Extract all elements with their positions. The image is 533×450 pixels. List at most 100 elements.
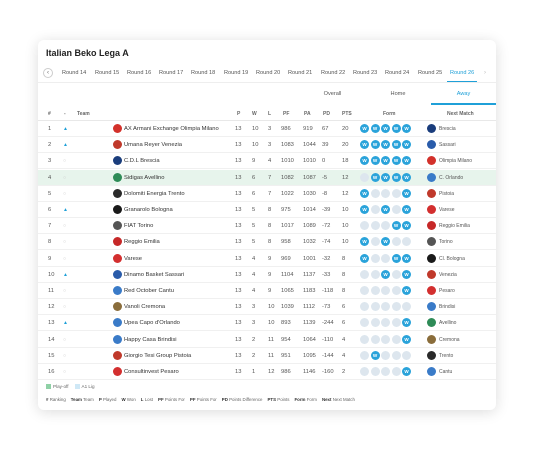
tab-overall[interactable]: Overall — [323, 91, 342, 97]
pa-cell: 1183 — [303, 288, 316, 294]
col-team[interactable]: Team — [77, 111, 90, 117]
team-name[interactable]: Dolomiti Energia Trento — [124, 190, 185, 197]
pf-cell: 986 — [281, 126, 291, 132]
team-name[interactable]: Vanoli Cremona — [124, 304, 166, 311]
tab-home[interactable]: Home — [390, 91, 406, 97]
table-row[interactable]: 14 13 2 11 954 1064 -110 4 ○ Happy Casa Brindisi L… — [38, 332, 496, 348]
form-win: W — [391, 253, 401, 263]
form-loss: L — [360, 172, 369, 182]
round-9[interactable]: Round 23 — [353, 70, 378, 76]
col-pts[interactable]: PTS — [342, 111, 352, 117]
next-team-logo-icon — [427, 172, 436, 182]
table-row[interactable]: 10 13 4 9 1104 1137 -33 8 ▲ Dinamo Basket Sassari… — [38, 267, 496, 283]
team-name[interactable]: Happy Casa Brindisi — [124, 336, 177, 343]
legend-label: A1 Lig — [81, 384, 95, 389]
table-row[interactable]: 7 13 5 8 1017 1089 -72 10 ○ FIAT Torino L L L W W Reggi… — [38, 218, 496, 235]
next-match[interactable]: Cremona — [439, 336, 460, 343]
table-row[interactable]: 1 13 10 3 986 919 67 20 ▲ AX Armani Exchange Olim… — [38, 121, 496, 137]
circle-icon: ○ — [63, 158, 67, 165]
team-logo-icon — [113, 156, 122, 166]
table-row[interactable]: 9 13 4 9 969 1001 -32 8 ○ Varese W L L W W Cl. Bologna — [38, 251, 496, 267]
pa-cell: 1146 — [303, 369, 316, 375]
table-row[interactable]: 12 13 3 10 1039 1112 -73 6 ○ Vanoli Cremona L L L L L B… — [38, 299, 496, 316]
pa-cell: 1139 — [303, 320, 316, 327]
team-name[interactable]: Consultinvest Pesaro — [124, 369, 179, 375]
next-match[interactable]: Cantu — [439, 369, 453, 375]
next-match[interactable]: C. Orlando — [439, 174, 464, 181]
round-12[interactable]: Round 26 — [450, 70, 475, 76]
abbreviation-desc: Team — [83, 397, 94, 402]
table-row[interactable]: 6 13 5 8 975 1014 -39 10 ▲ Granarolo Bologna W L W L W… — [38, 202, 496, 218]
chevron-right-icon[interactable]: › — [484, 70, 486, 76]
round-6[interactable]: Round 20 — [256, 70, 281, 76]
col-pa[interactable]: PA — [304, 111, 311, 117]
won-cell: 1 — [252, 369, 256, 375]
table-row[interactable]: 2 13 10 3 1083 1044 39 20 ▲ Umana Reyer Venezia W W… — [38, 137, 496, 154]
team-name[interactable]: Umana Reyer Venezia — [124, 142, 182, 149]
next-match[interactable]: Trento — [439, 352, 454, 359]
next-match[interactable]: Venezia — [439, 271, 457, 278]
venue-tabs: Overall Home Away — [300, 89, 496, 105]
next-match[interactable]: Torino — [439, 239, 453, 246]
next-match[interactable]: Pistoia — [439, 190, 455, 197]
team-name[interactable]: AX Armani Exchange Olimpia Milano — [124, 126, 219, 132]
next-match[interactable]: Avellino — [439, 320, 457, 327]
col-pd[interactable]: PD — [323, 111, 330, 117]
abbreviation-key: PF — [189, 397, 196, 402]
round-10[interactable]: Round 24 — [385, 70, 410, 76]
circle-icon: ○ — [63, 304, 67, 311]
form-win: W — [402, 253, 411, 263]
round-0[interactable]: Round 14 — [62, 70, 87, 76]
table-row[interactable]: 15 13 2 11 951 1095 -144 4 ○ Giorgio Tesi Group P… — [38, 348, 496, 364]
next-match[interactable]: Sassari — [439, 142, 456, 149]
team-name[interactable]: Upea Capo d'Orlando — [124, 320, 180, 327]
lost-cell: 10 — [268, 304, 275, 311]
col-pf[interactable]: PF — [283, 111, 290, 117]
col-w[interactable]: W — [252, 111, 257, 117]
form-loss: L — [370, 367, 380, 376]
table-row[interactable]: 3 13 9 4 1010 1010 0 18 ○ C.D.L Brescia W W W W W Olimp… — [38, 153, 496, 170]
team-name[interactable]: Giorgio Tesi Group Pistoia — [124, 352, 192, 359]
round-11[interactable]: Round 25 — [418, 70, 443, 76]
table-row[interactable]: 4 13 6 7 1082 1087 -5 12 ○ Sidigas Avellino L W W W W C… — [38, 169, 496, 186]
col-l[interactable]: L — [268, 111, 272, 117]
table-row[interactable]: 16 13 1 12 986 1146 -160 2 ○ Consultinvest Pesaro… — [38, 364, 496, 380]
team-name[interactable]: Reggio Emilia — [124, 239, 160, 246]
table-row[interactable]: 13 13 3 10 893 1139 -244 6 ▲ Upea Capo d'Orlando L… — [38, 315, 496, 332]
next-match[interactable]: Brescia — [439, 126, 456, 132]
form-loss: L — [370, 334, 380, 344]
round-1[interactable]: Round 15 — [95, 70, 120, 76]
round-5[interactable]: Round 19 — [224, 70, 249, 76]
abbreviation-desc: Ranking — [49, 397, 66, 402]
pf-cell: 1104 — [281, 271, 294, 278]
round-selector: ‹ › Round 14 Round 15 Round 16 Round 17 Roun… — [38, 66, 496, 83]
next-match[interactable]: Pesaro — [439, 288, 455, 294]
team-name[interactable]: FIAT Torino — [124, 223, 154, 230]
team-logo-icon — [113, 124, 122, 133]
table-row[interactable]: 11 13 4 9 1065 1183 -118 8 ○ Red October Cantu L L L… — [38, 283, 496, 299]
tab-away[interactable]: Away — [456, 91, 471, 97]
form-loss: L — [381, 367, 390, 376]
team-name[interactable]: Sidigas Avellino — [124, 174, 165, 181]
abbreviation-key: L — [140, 397, 144, 402]
round-3[interactable]: Round 17 — [159, 70, 184, 76]
next-match[interactable]: Olimpia Milano — [439, 158, 473, 165]
table-row[interactable]: 5 13 6 7 1022 1030 -8 12 ○ Dolomiti Energia Trent… — [38, 186, 496, 202]
next-match[interactable]: Cl. Bologna — [439, 255, 465, 262]
team-name[interactable]: Dinamo Basket Sassari — [124, 271, 185, 278]
round-4[interactable]: Round 18 — [191, 70, 216, 76]
chevron-left-icon[interactable]: ‹ — [43, 68, 53, 78]
table-row[interactable]: 8 13 5 8 958 1032 -74 10 ○ Reggio Emilia W L W L L Tori… — [38, 234, 496, 251]
team-name[interactable]: C.D.L Brescia — [124, 158, 160, 165]
team-name[interactable]: Varese — [124, 255, 142, 262]
round-7[interactable]: Round 21 — [288, 70, 313, 76]
next-match[interactable]: Brindisi — [439, 304, 456, 311]
round-8[interactable]: Round 22 — [321, 70, 346, 76]
col-p[interactable]: P — [237, 111, 241, 117]
round-2[interactable]: Round 16 — [127, 70, 152, 76]
circle-icon: ○ — [63, 174, 67, 181]
next-match[interactable]: Varese — [439, 207, 455, 213]
next-match[interactable]: Reggio Emilia — [439, 223, 470, 230]
team-name[interactable]: Granarolo Bologna — [124, 207, 173, 213]
team-name[interactable]: Red October Cantu — [124, 288, 174, 294]
